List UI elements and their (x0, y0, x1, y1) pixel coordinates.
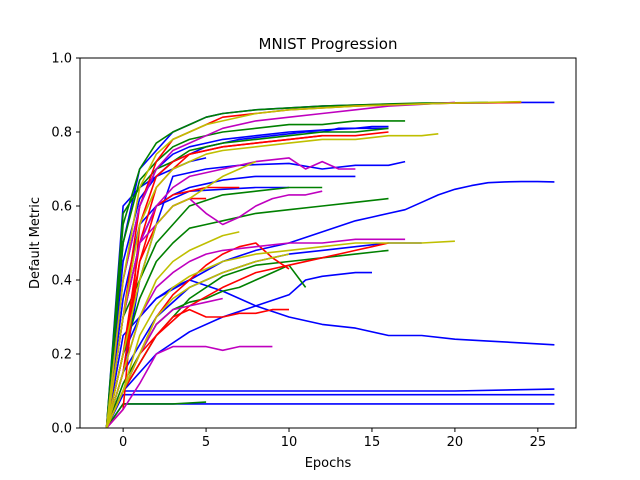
chart-title: MNIST Progression (259, 35, 398, 53)
series-layer (105, 100, 555, 428)
series-line-29 (105, 134, 323, 428)
x-tick-label: 10 (281, 435, 298, 450)
series-line-31 (105, 345, 273, 428)
series-line-6 (105, 180, 555, 428)
series-line-40 (105, 160, 257, 428)
y-tick-label: 0.2 (51, 348, 72, 363)
x-axis: 0 5 10 15 20 25 (119, 428, 546, 450)
y-tick-label: 0.4 (51, 274, 72, 289)
series-line-11 (105, 271, 372, 428)
series-line-21 (105, 401, 207, 428)
series-line-27 (105, 242, 389, 428)
series-line-36 (105, 100, 522, 428)
y-axis-label: Default Metric (28, 197, 43, 289)
series-line-38 (105, 133, 439, 428)
series-line-34 (105, 190, 323, 428)
y-axis: 0.0 0.2 0.4 0.6 0.8 1.0 (51, 52, 80, 437)
series-line-12 (105, 125, 389, 428)
series-line-17 (105, 120, 406, 428)
series-line-24 (105, 186, 240, 428)
series-line-5 (105, 279, 555, 428)
series-line-15 (105, 197, 389, 428)
plot-frame (79, 57, 577, 429)
series-line-30 (105, 101, 455, 428)
series-line-20 (105, 186, 323, 428)
y-tick-label: 0.0 (51, 422, 72, 437)
series-line-39 (105, 253, 290, 428)
series-line-37 (105, 240, 455, 428)
series-line-41 (105, 231, 240, 428)
y-tick-label: 1.0 (51, 52, 72, 67)
x-tick-label: 5 (202, 435, 210, 450)
y-tick-label: 0.8 (51, 126, 72, 141)
x-tick-label: 25 (530, 435, 547, 450)
x-tick-label: 20 (447, 435, 464, 450)
x-axis-label: Epochs (305, 456, 352, 471)
x-tick-label: 0 (119, 435, 127, 450)
y-tick-label: 0.6 (51, 200, 72, 215)
series-line-19 (105, 101, 489, 428)
x-tick-label: 15 (364, 435, 381, 450)
